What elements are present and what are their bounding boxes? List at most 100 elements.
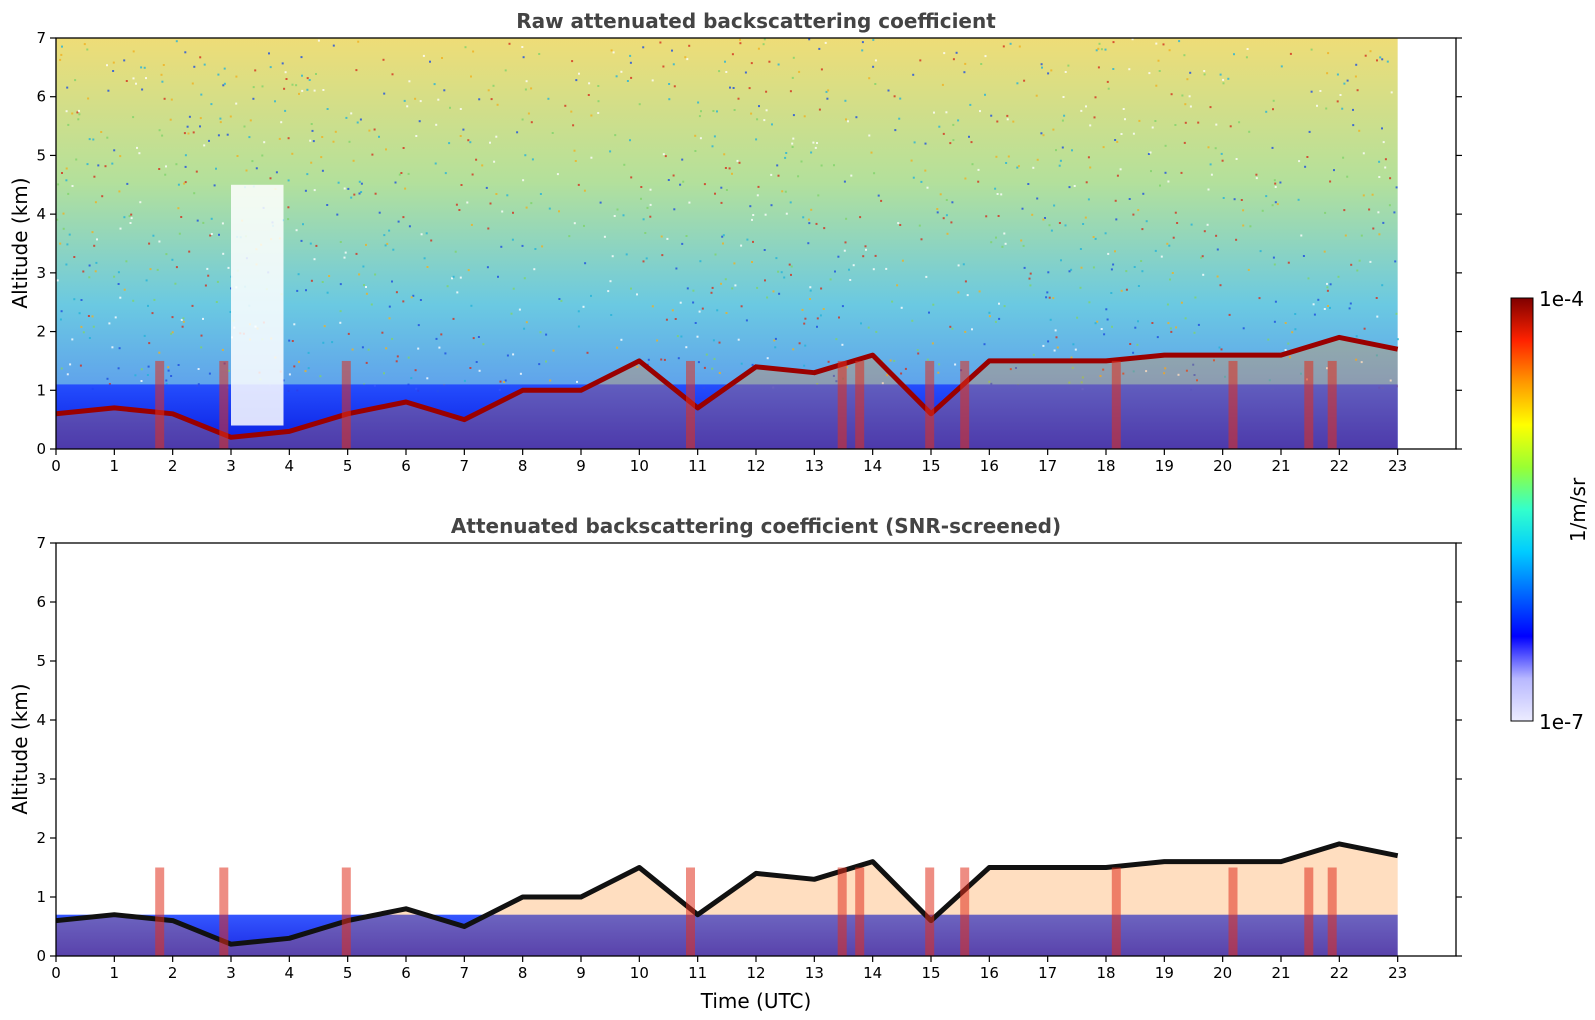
noise-speckle bbox=[577, 310, 580, 313]
noise-speckle bbox=[843, 249, 846, 252]
noise-speckle bbox=[809, 289, 812, 292]
noise-speckle bbox=[1158, 70, 1161, 72]
noise-speckle bbox=[243, 125, 246, 128]
noise-speckle bbox=[1326, 282, 1328, 285]
bottom-heatmap-area bbox=[56, 841, 1399, 956]
noise-speckle bbox=[97, 164, 100, 167]
noise-speckle bbox=[733, 262, 736, 265]
noise-speckle bbox=[843, 180, 846, 183]
noise-speckle bbox=[1055, 336, 1058, 339]
noise-speckle bbox=[112, 61, 115, 64]
noise-speckle bbox=[1272, 108, 1274, 111]
noise-speckle bbox=[1047, 72, 1050, 75]
noise-speckle bbox=[818, 47, 821, 50]
noise-speckle bbox=[317, 39, 320, 42]
noise-speckle bbox=[59, 58, 62, 61]
noise-speckle bbox=[1364, 54, 1367, 57]
noise-speckle bbox=[804, 344, 807, 347]
noise-speckle bbox=[721, 235, 724, 238]
x-tick-label: 8 bbox=[518, 964, 528, 982]
noise-speckle bbox=[700, 110, 702, 113]
noise-speckle bbox=[607, 290, 610, 293]
noise-speckle bbox=[1064, 71, 1067, 73]
noise-speckle bbox=[252, 86, 255, 89]
noise-speckle bbox=[573, 222, 576, 225]
noise-speckle bbox=[467, 269, 470, 272]
noise-speckle bbox=[534, 248, 537, 250]
noise-speckle bbox=[1294, 313, 1297, 315]
noise-speckle bbox=[713, 135, 716, 138]
noise-speckle bbox=[762, 43, 765, 46]
noise-speckle bbox=[1174, 211, 1177, 214]
noise-speckle bbox=[1045, 296, 1048, 299]
noise-speckle bbox=[87, 315, 90, 317]
noise-speckle bbox=[383, 92, 386, 95]
noise-speckle bbox=[1023, 79, 1026, 82]
noise-speckle bbox=[358, 273, 361, 276]
noise-speckle bbox=[1154, 120, 1157, 122]
noise-speckle bbox=[186, 125, 189, 128]
noise-speckle bbox=[202, 221, 205, 224]
noise-speckle bbox=[132, 77, 135, 80]
noise-speckle bbox=[1235, 158, 1238, 160]
noise-speckle bbox=[365, 243, 367, 246]
noise-speckle bbox=[824, 41, 827, 44]
noise-speckle bbox=[454, 250, 457, 253]
y-tick-label: 0 bbox=[36, 440, 46, 458]
noise-speckle bbox=[774, 346, 777, 349]
noise-speckle bbox=[66, 373, 69, 376]
screened-haze bbox=[56, 914, 1398, 956]
x-tick-label: 4 bbox=[285, 964, 295, 982]
noise-speckle bbox=[438, 346, 441, 349]
noise-speckle bbox=[1159, 184, 1161, 187]
noise-speckle bbox=[616, 346, 619, 349]
noise-speckle bbox=[106, 377, 109, 380]
noise-speckle bbox=[1073, 185, 1076, 187]
noise-speckle bbox=[1242, 209, 1245, 212]
noise-speckle bbox=[229, 115, 232, 118]
noise-speckle bbox=[891, 300, 894, 303]
noise-speckle bbox=[504, 379, 507, 382]
noise-speckle bbox=[578, 72, 580, 75]
noise-speckle bbox=[1355, 358, 1358, 361]
noise-speckle bbox=[1372, 227, 1375, 230]
noise-speckle bbox=[574, 160, 577, 162]
noise-speckle bbox=[1056, 346, 1059, 349]
noise-speckle bbox=[383, 372, 385, 375]
noise-speckle bbox=[425, 232, 428, 235]
noise-speckle bbox=[1106, 80, 1109, 83]
noise-speckle bbox=[490, 98, 493, 101]
noise-speckle bbox=[814, 146, 817, 149]
noise-speckle bbox=[323, 325, 326, 328]
noise-speckle bbox=[952, 139, 955, 142]
noise-speckle bbox=[807, 242, 810, 245]
noise-speckle bbox=[360, 182, 363, 185]
noise-speckle bbox=[283, 87, 286, 90]
noise-speckle bbox=[671, 309, 674, 312]
noise-speckle bbox=[656, 339, 659, 342]
noise-speckle bbox=[482, 343, 485, 346]
noise-speckle bbox=[1164, 144, 1167, 147]
noise-speckle bbox=[1287, 342, 1290, 345]
noise-speckle bbox=[470, 75, 472, 78]
noise-speckle bbox=[140, 380, 143, 382]
noise-speckle bbox=[107, 89, 110, 92]
bottom-y-ticks: 0 1 2 3 4 5 6 7 bbox=[36, 534, 1462, 965]
noise-speckle bbox=[1157, 59, 1160, 62]
noise-speckle bbox=[552, 349, 555, 352]
noise-speckle bbox=[180, 318, 183, 321]
noise-speckle bbox=[326, 108, 329, 110]
noise-speckle bbox=[898, 117, 901, 120]
noise-speckle bbox=[123, 59, 126, 62]
noise-speckle bbox=[1040, 63, 1043, 66]
noise-speckle bbox=[199, 125, 201, 128]
noise-speckle bbox=[521, 118, 524, 121]
noise-speckle bbox=[1050, 69, 1053, 72]
noise-speckle bbox=[733, 109, 736, 111]
noise-speckle bbox=[1346, 79, 1349, 82]
noise-speckle bbox=[143, 66, 146, 69]
noise-speckle bbox=[756, 286, 759, 289]
noise-speckle bbox=[467, 139, 470, 142]
noise-speckle bbox=[756, 118, 759, 121]
noise-speckle bbox=[1348, 307, 1351, 310]
